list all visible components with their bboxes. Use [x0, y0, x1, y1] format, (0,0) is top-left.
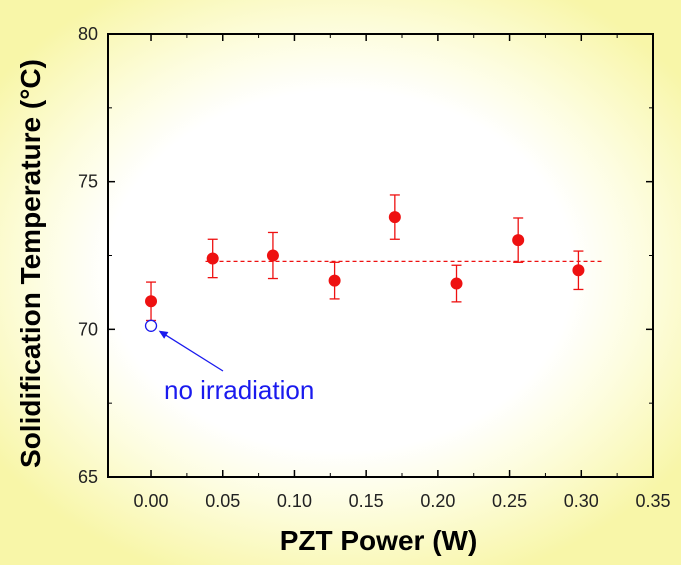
x-tick-label: 0.30: [564, 491, 599, 511]
y-tick-label: 65: [78, 467, 98, 487]
y-axis-title: Solidification Temperature (°C): [15, 59, 46, 468]
x-tick-label: 0.15: [349, 491, 384, 511]
x-tick-label: 0.35: [635, 491, 670, 511]
data-point: [206, 252, 219, 265]
x-tick-label: 0.20: [420, 491, 455, 511]
data-point: [266, 249, 279, 262]
data-point: [450, 277, 463, 290]
y-tick-label: 80: [78, 24, 98, 44]
data-point: [388, 211, 401, 224]
data-point: [572, 264, 585, 277]
plot-frame: [107, 33, 654, 478]
marks-layer: [144, 194, 585, 332]
data-point-no-irradiation: [144, 319, 158, 332]
annotation-arrow: [163, 333, 224, 372]
x-tick-label: 0.05: [205, 491, 240, 511]
x-tick-label: 0.25: [492, 491, 527, 511]
annotation-no-irradiation: no irradiation: [164, 375, 314, 405]
data-point: [512, 234, 525, 247]
ticks-layer: 0.00 0.05 0.10 0.15 0.20 0.25 0.30 0.35 65 70 75 80: [78, 24, 671, 511]
y-tick-label: 70: [78, 319, 98, 339]
x-tick-label: 0.10: [277, 491, 312, 511]
annotation-arrowhead: [158, 330, 169, 339]
data-point: [145, 295, 158, 308]
data-point: [328, 274, 341, 287]
y-tick-label: 75: [78, 172, 98, 192]
x-axis-title: PZT Power (W): [280, 525, 478, 556]
x-tick-label: 0.00: [134, 491, 169, 511]
